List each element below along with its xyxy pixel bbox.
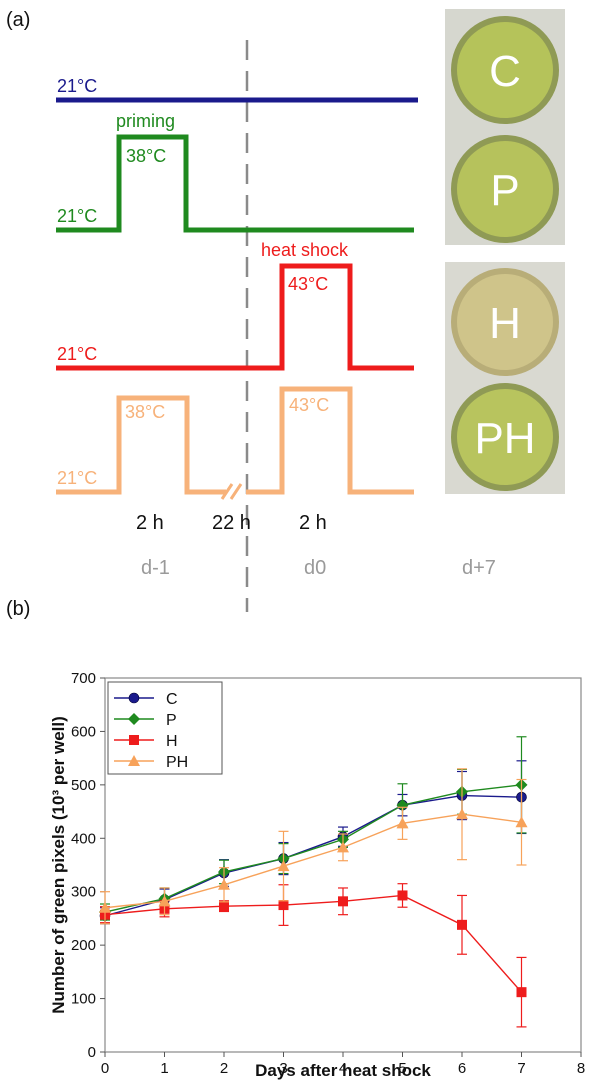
well-h-label: H xyxy=(489,299,521,348)
day-label-d0: d0 xyxy=(304,557,326,579)
data-point xyxy=(99,901,111,913)
data-point xyxy=(278,900,289,911)
y-tick-label: 100 xyxy=(71,991,96,1008)
x-tick-label: 1 xyxy=(160,1060,168,1077)
well-ph xyxy=(457,389,553,485)
trace-ph-pulse1-label: 38°C xyxy=(125,402,165,422)
series-ph xyxy=(99,768,528,925)
y-tick-label: 500 xyxy=(71,777,96,794)
trace-ph-base-label: 21°C xyxy=(57,468,97,488)
x-axis: 0 1 2 3 4 5 6 7 8 xyxy=(101,1052,585,1077)
well-h xyxy=(457,274,553,370)
trace-h xyxy=(56,263,414,371)
trace-c-label: 21°C xyxy=(57,76,97,96)
data-point xyxy=(219,901,229,912)
x-tick-label: 5 xyxy=(398,1060,406,1077)
data-point xyxy=(456,808,468,820)
legend-marker xyxy=(128,755,140,766)
data-point xyxy=(397,890,408,901)
legend-label: H xyxy=(166,733,178,750)
legend-marker xyxy=(128,713,140,725)
y-axis-label: Number of green pixels (10³ per well) xyxy=(49,716,68,1014)
data-point xyxy=(516,987,527,998)
duration-3-label: 2 h xyxy=(299,512,327,534)
well-c-label: C xyxy=(489,47,521,96)
trace-h-pulse-label: 43°C xyxy=(288,274,328,294)
well-c xyxy=(457,22,553,118)
series-line xyxy=(104,784,522,913)
data-point xyxy=(277,860,290,872)
y-axis: 0 100 200 300 400 500 600 700 xyxy=(71,670,105,1061)
x-tick-label: 3 xyxy=(279,1060,287,1077)
duration-1-label: 2 h xyxy=(136,512,164,534)
trace-p xyxy=(56,134,414,233)
data-point xyxy=(396,817,409,829)
axis-break-icon xyxy=(220,483,243,500)
well-p-label: P xyxy=(490,166,519,215)
legend-marker xyxy=(129,735,139,745)
series-line xyxy=(104,894,523,993)
well-photo-bottom xyxy=(445,262,565,494)
x-tick-label: 6 xyxy=(458,1060,466,1077)
data-point xyxy=(515,816,528,828)
series-line xyxy=(104,813,522,909)
series-layer xyxy=(99,736,528,1028)
legend-marker xyxy=(128,692,140,704)
trace-ph-part2 xyxy=(246,386,414,495)
trace-ph-pulse2-label: 43°C xyxy=(289,395,329,415)
well-ph-label: PH xyxy=(474,414,535,463)
day-label-dplus7: d+7 xyxy=(462,557,496,579)
data-point xyxy=(158,895,171,907)
x-axis-label: Days after heat shock xyxy=(255,1061,431,1080)
day-label-dminus1: d-1 xyxy=(141,557,170,579)
duration-2-label: 22 h xyxy=(212,512,251,534)
y-tick-label: 200 xyxy=(71,937,96,954)
data-point xyxy=(337,841,349,853)
y-tick-label: 300 xyxy=(71,884,96,901)
y-tick-label: 0 xyxy=(88,1044,96,1061)
x-tick-label: 0 xyxy=(101,1060,109,1077)
x-tick-label: 7 xyxy=(517,1060,525,1077)
panel-a-letter: (a) xyxy=(6,9,30,31)
x-tick-label: 2 xyxy=(220,1060,228,1077)
trace-h-base-label: 21°C xyxy=(57,344,97,364)
heat-shock-label: heat shock xyxy=(261,240,349,260)
trace-p-pulse-label: 38°C xyxy=(126,146,166,166)
legend-label: C xyxy=(166,691,178,708)
data-point xyxy=(218,878,230,890)
panel-b-letter: (b) xyxy=(6,598,30,620)
x-tick-label: 4 xyxy=(339,1060,347,1077)
legend-box xyxy=(107,681,223,775)
well-photo-top xyxy=(445,9,565,245)
legend-label: P xyxy=(166,712,177,729)
data-point xyxy=(396,799,409,812)
x-tick-label: 8 xyxy=(577,1060,585,1077)
well-p xyxy=(457,141,553,237)
legend-label: PH xyxy=(166,754,188,771)
trace-p-base-label: 21°C xyxy=(57,206,97,226)
y-tick-label: 700 xyxy=(71,670,96,687)
trace-ph-part1 xyxy=(56,395,226,495)
data-point xyxy=(338,896,348,907)
y-tick-label: 600 xyxy=(71,723,96,740)
series-line xyxy=(104,794,522,917)
priming-label: priming xyxy=(116,111,175,131)
data-point xyxy=(457,919,467,930)
y-tick-label: 400 xyxy=(71,830,96,847)
